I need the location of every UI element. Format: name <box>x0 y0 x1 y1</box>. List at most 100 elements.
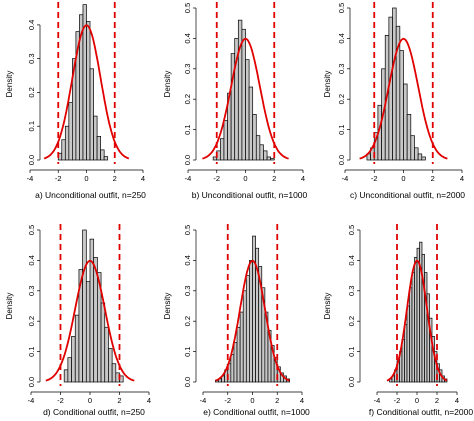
y-tick-label: 0.1 <box>347 346 356 356</box>
x-tick-label: -2 <box>371 174 378 183</box>
panel-1: -4 -2 0 2 4 0.0 0.1 0.2 0.3 0.4 Density a) Uncondit… <box>5 2 146 200</box>
histogram-bar <box>63 369 69 383</box>
x-tick-label: 4 <box>300 396 304 405</box>
y-tick-label: 0.3 <box>347 286 356 296</box>
y-tick-label: 0.2 <box>183 316 192 326</box>
histogram-bar <box>104 326 109 383</box>
y-tick-label: 0.4 <box>337 33 346 43</box>
y-tick-label: 0.3 <box>27 286 36 296</box>
panel-title: f) Conditional outfit, n=2000 <box>369 407 473 417</box>
x-tick-label: 4 <box>141 174 145 183</box>
y-axis-label: Density <box>5 293 14 320</box>
histogram-bar <box>263 150 268 161</box>
histogram-bar <box>93 115 98 161</box>
y-tick-label: 0.3 <box>183 64 192 74</box>
histogram-bar <box>242 290 247 383</box>
histogram-bar <box>403 83 408 161</box>
panel-5: -4 -2 0 2 4 0.0 0.1 0.2 0.3 0.4 0.5 Density e) Condi… <box>163 224 310 417</box>
x-tick-label: -4 <box>27 174 34 183</box>
y-axis-label: Density <box>163 71 172 98</box>
histogram-bar <box>414 147 419 161</box>
x-tick-label: -2 <box>213 174 220 183</box>
panel-3: -4 -2 0 2 4 0.0 0.1 0.2 0.3 0.4 0.5 Density c) Uncon… <box>323 2 465 200</box>
histogram-bar <box>252 114 257 161</box>
histogram-bar <box>82 229 87 383</box>
y-tick-label: 0.2 <box>27 316 36 326</box>
panel-title: a) Unconditional outfit, n=250 <box>35 190 146 200</box>
x-tick-label: -4 <box>342 174 349 183</box>
histogram-bar <box>86 21 91 161</box>
x-tick-label: 2 <box>113 174 117 183</box>
x-tick-label: -4 <box>185 174 192 183</box>
y-tick-label: 0.1 <box>337 124 346 134</box>
y-tick-label: 0.3 <box>183 286 192 296</box>
x-tick-label: -2 <box>57 396 64 405</box>
y-tick-label: 0.0 <box>337 155 346 165</box>
y-tick-label: 0.4 <box>183 255 192 265</box>
x-tick-label: -2 <box>224 396 231 405</box>
histogram-bar <box>266 156 272 161</box>
histogram-bar <box>71 336 76 383</box>
x-tick-label: 0 <box>243 174 247 183</box>
x-tick-label: 2 <box>435 396 439 405</box>
y-tick-label: 0.0 <box>183 377 192 387</box>
histogram-bar <box>245 59 250 161</box>
y-tick-label: 0.0 <box>27 155 36 165</box>
y-tick-label: 0.3 <box>27 53 36 63</box>
histogram-bar <box>388 16 393 161</box>
histogram-bar <box>248 86 254 161</box>
histogram-bar <box>108 348 113 383</box>
panel-2: -4 -2 0 2 4 0.0 0.1 0.2 0.3 0.4 0.5 Density b) Uncon… <box>163 2 308 200</box>
x-tick-label: 0 <box>415 396 419 405</box>
y-axis-label: Density <box>5 71 14 98</box>
histogram-bar <box>239 311 244 383</box>
histogram-bar <box>404 323 408 383</box>
histogram-bar <box>64 125 70 161</box>
histogram-bar <box>100 302 106 383</box>
y-tick-label: 0.0 <box>347 377 356 387</box>
histogram-bar <box>270 158 275 161</box>
histogram-bar <box>237 19 243 161</box>
y-tick-label: 0.5 <box>183 3 192 13</box>
histogram-bar <box>414 257 418 383</box>
y-tick-label: 0.0 <box>183 155 192 165</box>
y-tick-label: 0.2 <box>27 87 36 97</box>
y-tick-label: 0.2 <box>347 316 356 326</box>
panel-4: -4 -2 0 2 4 0.0 0.1 0.2 0.3 0.4 0.5 Density d) Condi… <box>5 224 151 417</box>
histogram-bar <box>416 247 420 383</box>
panel-title: b) Unconditional outfit, n=1000 <box>192 190 308 200</box>
histogram-bar <box>85 281 91 383</box>
y-tick-label: 0.5 <box>337 3 346 13</box>
histogram-bar <box>96 136 101 161</box>
histogram-bar <box>406 114 412 161</box>
histogram-bar <box>411 272 415 383</box>
y-tick-label: 0.5 <box>347 225 356 235</box>
histogram-bar <box>233 342 238 383</box>
histogram-bar <box>259 144 264 161</box>
x-tick-label: 2 <box>431 174 435 183</box>
x-tick-label: 4 <box>455 396 459 405</box>
y-tick-label: 0.5 <box>183 225 192 235</box>
histogram-bar <box>219 138 225 161</box>
histogram-bar <box>230 354 235 383</box>
histogram-bar <box>236 326 241 383</box>
histogram-bar <box>111 363 117 383</box>
y-tick-label: 0.1 <box>27 121 36 131</box>
histogram-bar <box>223 120 228 161</box>
x-tick-label: 0 <box>250 396 254 405</box>
y-tick-label: 0.1 <box>183 346 192 356</box>
histogram-bar <box>68 102 73 161</box>
histogram-bar <box>252 235 256 383</box>
y-tick-label: 0.2 <box>337 94 346 104</box>
x-tick-label: 4 <box>147 396 151 405</box>
panel-title: c) Unconditional outfit, n=2000 <box>350 190 465 200</box>
histogram-bar <box>255 135 261 161</box>
y-tick-label: 0.4 <box>347 255 356 265</box>
y-axis-label: Density <box>163 293 172 320</box>
x-tick-label: -4 <box>28 396 35 405</box>
panel-title: e) Conditional outfit, n=1000 <box>203 407 310 417</box>
normal-density-curve <box>43 24 130 160</box>
histogram-bar <box>406 305 410 383</box>
histogram-bar <box>417 153 423 161</box>
histogram-bar <box>100 149 105 161</box>
